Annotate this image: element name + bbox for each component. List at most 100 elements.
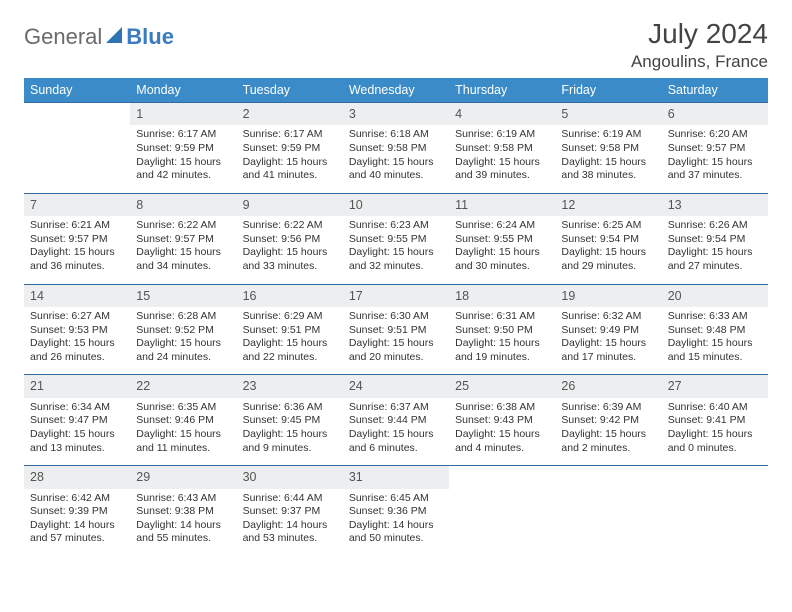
calendar-cell: 9Sunrise: 6:22 AMSunset: 9:56 PMDaylight… <box>237 193 343 284</box>
day-number: 28 <box>24 466 130 488</box>
day1-text: Daylight: 15 hours <box>455 428 549 442</box>
calendar-cell: 12Sunrise: 6:25 AMSunset: 9:54 PMDayligh… <box>555 193 661 284</box>
day1-text: Daylight: 15 hours <box>136 428 230 442</box>
day2-text: and 2 minutes. <box>561 442 655 456</box>
day-body <box>24 109 130 122</box>
sunset-text: Sunset: 9:39 PM <box>30 505 124 519</box>
day1-text: Daylight: 15 hours <box>561 428 655 442</box>
day1-text: Daylight: 15 hours <box>455 246 549 260</box>
sail-icon <box>106 27 124 50</box>
sunrise-text: Sunrise: 6:42 AM <box>30 492 124 506</box>
calendar-cell <box>555 466 661 556</box>
day-body: Sunrise: 6:29 AMSunset: 9:51 PMDaylight:… <box>237 307 343 375</box>
day-body <box>555 472 661 485</box>
day-number: 25 <box>449 375 555 397</box>
day1-text: Daylight: 15 hours <box>243 246 337 260</box>
day2-text: and 55 minutes. <box>136 532 230 546</box>
day-number: 29 <box>130 466 236 488</box>
sunset-text: Sunset: 9:59 PM <box>243 142 337 156</box>
day2-text: and 24 minutes. <box>136 351 230 365</box>
day-body: Sunrise: 6:34 AMSunset: 9:47 PMDaylight:… <box>24 398 130 466</box>
day-header: Tuesday <box>237 78 343 103</box>
sunrise-text: Sunrise: 6:32 AM <box>561 310 655 324</box>
day-body: Sunrise: 6:30 AMSunset: 9:51 PMDaylight:… <box>343 307 449 375</box>
day2-text: and 9 minutes. <box>243 442 337 456</box>
calendar-cell: 18Sunrise: 6:31 AMSunset: 9:50 PMDayligh… <box>449 284 555 375</box>
calendar-cell: 25Sunrise: 6:38 AMSunset: 9:43 PMDayligh… <box>449 375 555 466</box>
sunset-text: Sunset: 9:54 PM <box>561 233 655 247</box>
day-number: 18 <box>449 285 555 307</box>
day-body: Sunrise: 6:21 AMSunset: 9:57 PMDaylight:… <box>24 216 130 284</box>
sunrise-text: Sunrise: 6:38 AM <box>455 401 549 415</box>
day-body: Sunrise: 6:31 AMSunset: 9:50 PMDaylight:… <box>449 307 555 375</box>
day-header: Wednesday <box>343 78 449 103</box>
day-number: 10 <box>343 194 449 216</box>
day1-text: Daylight: 15 hours <box>668 246 762 260</box>
sunrise-text: Sunrise: 6:21 AM <box>30 219 124 233</box>
day-body: Sunrise: 6:39 AMSunset: 9:42 PMDaylight:… <box>555 398 661 466</box>
title-block: July 2024 Angoulins, France <box>631 18 768 72</box>
day1-text: Daylight: 15 hours <box>136 156 230 170</box>
day-body: Sunrise: 6:35 AMSunset: 9:46 PMDaylight:… <box>130 398 236 466</box>
day2-text: and 13 minutes. <box>30 442 124 456</box>
day-body: Sunrise: 6:18 AMSunset: 9:58 PMDaylight:… <box>343 125 449 193</box>
calendar-week: 1 Sunrise: 6:17 AM Sunset: 9:59 PM Daylight… <box>24 103 768 194</box>
brand-logo: General Blue <box>24 18 174 50</box>
calendar-cell: 23Sunrise: 6:36 AMSunset: 9:45 PMDayligh… <box>237 375 343 466</box>
day-number: 6 <box>662 103 768 125</box>
calendar-cell: 14Sunrise: 6:27 AMSunset: 9:53 PMDayligh… <box>24 284 130 375</box>
day1-text: Daylight: 15 hours <box>243 337 337 351</box>
day-body: Sunrise: 6:22 AMSunset: 9:57 PMDaylight:… <box>130 216 236 284</box>
day-number: 23 <box>237 375 343 397</box>
brand-text-blue: Blue <box>126 24 174 50</box>
sunrise-text: Sunrise: 6:45 AM <box>349 492 443 506</box>
day2-text: and 33 minutes. <box>243 260 337 274</box>
day1-text: Daylight: 14 hours <box>349 519 443 533</box>
day-number: 31 <box>343 466 449 488</box>
calendar-cell: 4Sunrise: 6:19 AMSunset: 9:58 PMDaylight… <box>449 103 555 194</box>
day2-text: and 57 minutes. <box>30 532 124 546</box>
day1-text: Daylight: 14 hours <box>136 519 230 533</box>
day-header: Monday <box>130 78 236 103</box>
day-body: Sunrise: 6:22 AMSunset: 9:56 PMDaylight:… <box>237 216 343 284</box>
calendar-cell: 3Sunrise: 6:18 AMSunset: 9:58 PMDaylight… <box>343 103 449 194</box>
day2-text: and 26 minutes. <box>30 351 124 365</box>
sunset-text: Sunset: 9:51 PM <box>243 324 337 338</box>
day-number: 1 <box>130 103 236 125</box>
day-number: 16 <box>237 285 343 307</box>
day-body: Sunrise: 6:44 AMSunset: 9:37 PMDaylight:… <box>237 489 343 557</box>
calendar-cell: 28Sunrise: 6:42 AMSunset: 9:39 PMDayligh… <box>24 466 130 556</box>
day-number: 3 <box>343 103 449 125</box>
day-number: 7 <box>24 194 130 216</box>
day2-text: and 15 minutes. <box>668 351 762 365</box>
day-body: Sunrise: 6:33 AMSunset: 9:48 PMDaylight:… <box>662 307 768 375</box>
calendar-cell: 8Sunrise: 6:22 AMSunset: 9:57 PMDaylight… <box>130 193 236 284</box>
day2-text: and 41 minutes. <box>243 169 337 183</box>
calendar-cell: 16Sunrise: 6:29 AMSunset: 9:51 PMDayligh… <box>237 284 343 375</box>
month-title: July 2024 <box>631 18 768 50</box>
day-number: 9 <box>237 194 343 216</box>
sunrise-text: Sunrise: 6:25 AM <box>561 219 655 233</box>
day-number: 12 <box>555 194 661 216</box>
day-body: Sunrise: 6:20 AMSunset: 9:57 PMDaylight:… <box>662 125 768 193</box>
calendar-cell: 10Sunrise: 6:23 AMSunset: 9:55 PMDayligh… <box>343 193 449 284</box>
calendar-cell: 13Sunrise: 6:26 AMSunset: 9:54 PMDayligh… <box>662 193 768 284</box>
day-number: 19 <box>555 285 661 307</box>
day2-text: and 37 minutes. <box>668 169 762 183</box>
day-body: Sunrise: 6:45 AMSunset: 9:36 PMDaylight:… <box>343 489 449 557</box>
day1-text: Daylight: 15 hours <box>30 337 124 351</box>
day-number: 24 <box>343 375 449 397</box>
calendar-cell: 27Sunrise: 6:40 AMSunset: 9:41 PMDayligh… <box>662 375 768 466</box>
sunset-text: Sunset: 9:38 PM <box>136 505 230 519</box>
sunrise-text: Sunrise: 6:31 AM <box>455 310 549 324</box>
day-number: 11 <box>449 194 555 216</box>
day2-text: and 50 minutes. <box>349 532 443 546</box>
sunrise-text: Sunrise: 6:17 AM <box>136 128 230 142</box>
calendar-cell: 19Sunrise: 6:32 AMSunset: 9:49 PMDayligh… <box>555 284 661 375</box>
calendar-head: SundayMondayTuesdayWednesdayThursdayFrid… <box>24 78 768 103</box>
day-body: Sunrise: 6:28 AMSunset: 9:52 PMDaylight:… <box>130 307 236 375</box>
calendar-cell: 1Sunrise: 6:17 AMSunset: 9:59 PMDaylight… <box>130 103 236 194</box>
sunrise-text: Sunrise: 6:33 AM <box>668 310 762 324</box>
day1-text: Daylight: 15 hours <box>455 337 549 351</box>
day1-text: Daylight: 15 hours <box>668 428 762 442</box>
